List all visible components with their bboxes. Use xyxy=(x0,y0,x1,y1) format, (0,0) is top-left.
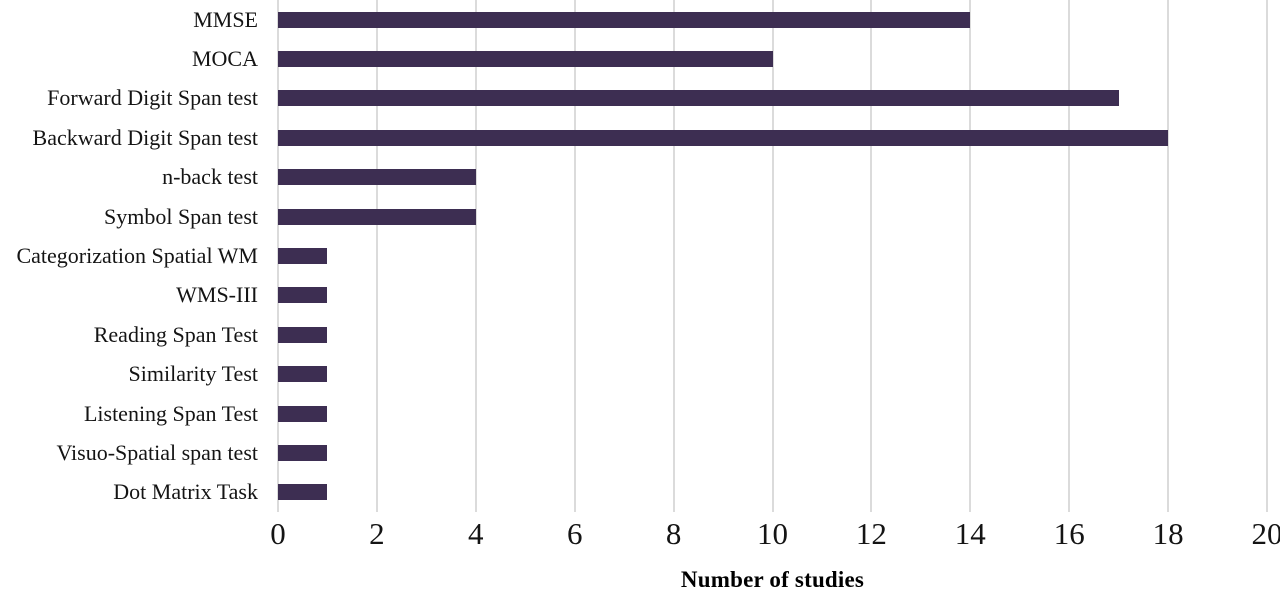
x-tick-label: 18 xyxy=(1152,516,1184,551)
gridline xyxy=(573,0,576,512)
x-tick-label: 20 xyxy=(1251,516,1280,551)
bar xyxy=(278,405,328,422)
gridline xyxy=(870,0,873,512)
category-label: Visuo-Spatial span test xyxy=(56,439,258,465)
bar xyxy=(278,11,971,28)
x-tick-label: 16 xyxy=(1053,516,1085,551)
bar xyxy=(278,366,328,383)
bar xyxy=(278,444,328,461)
category-label: Forward Digit Span test xyxy=(47,85,258,111)
category-label: Categorization Spatial WM xyxy=(16,243,258,269)
category-label: WMS-III xyxy=(176,282,258,308)
bar xyxy=(278,287,328,304)
gridline xyxy=(969,0,972,512)
x-tick-label: 4 xyxy=(468,516,484,551)
category-label: Dot Matrix Task xyxy=(113,479,258,505)
category-label: Symbol Span test xyxy=(103,203,258,229)
bar xyxy=(278,326,328,343)
gridline xyxy=(375,0,378,512)
gridline xyxy=(672,0,675,512)
bar xyxy=(278,90,1119,107)
category-label: Listening Span Test xyxy=(83,400,258,426)
bar xyxy=(278,169,476,186)
bar xyxy=(278,484,328,501)
category-label: MMSE xyxy=(193,6,258,32)
gridline xyxy=(771,0,774,512)
category-axis: MMSE MOCA Forward Digit Span test Backward … xyxy=(0,0,258,512)
bar xyxy=(278,248,328,264)
gridline xyxy=(1167,0,1170,512)
x-tick-label: 12 xyxy=(855,516,887,551)
bar xyxy=(278,51,773,68)
category-label: n-back test xyxy=(162,164,258,190)
category-label: Reading Span Test xyxy=(93,321,258,347)
plot-area xyxy=(277,0,1268,512)
x-tick-label: 14 xyxy=(954,516,986,551)
x-tick-label: 8 xyxy=(665,516,682,551)
x-axis-title: Number of studies xyxy=(680,567,865,592)
x-tick-label: 2 xyxy=(369,516,385,551)
x-axis-ticks: 0 2 4 6 8 10 12 14 16 18 20 xyxy=(270,516,1280,558)
x-tick-label: 10 xyxy=(757,516,788,551)
bar xyxy=(278,208,476,225)
gridline xyxy=(1266,0,1268,512)
category-label: Similarity Test xyxy=(128,361,258,387)
bar xyxy=(278,129,1169,146)
category-label: MOCA xyxy=(191,46,258,72)
category-label: Backward Digit Span test xyxy=(32,124,258,150)
x-tick-label: 6 xyxy=(566,516,583,551)
gridline xyxy=(1068,0,1071,512)
gridline xyxy=(474,0,477,512)
x-tick-label: 0 xyxy=(270,516,286,551)
